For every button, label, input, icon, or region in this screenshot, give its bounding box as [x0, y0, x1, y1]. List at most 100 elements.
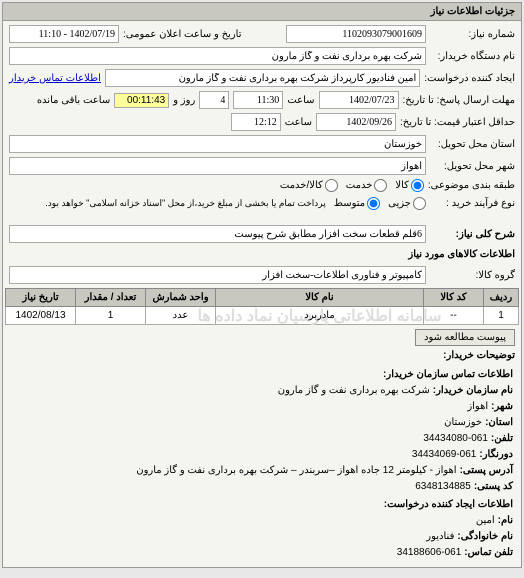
public-date-label: تاریخ و ساعت اعلان عمومی: — [123, 29, 242, 40]
info-family: نام خانوادگی:فنادیور — [11, 529, 513, 545]
panel-title: جزئیات اطلاعات نیاز — [3, 3, 521, 21]
cell-idx: 1 — [484, 307, 519, 325]
process-medium-option[interactable]: متوسط — [334, 197, 380, 210]
request-number-label: شماره نیاز: — [430, 29, 515, 40]
cell-name: مادربرد سامانه اطلاعاتی پارسیان نماد داد… — [216, 307, 424, 325]
response-time-input[interactable] — [233, 91, 283, 109]
info-province-value: خوزستان — [444, 415, 482, 431]
goods-group-input[interactable] — [9, 266, 426, 284]
info-org-value: شرکت بهره برداری نفت و گاز مارون — [278, 383, 430, 399]
info-fax-label: دورنگار: — [479, 447, 513, 463]
info-name-value: امین — [476, 513, 495, 529]
request-number-input[interactable] — [286, 25, 426, 43]
info-org: نام سازمان خریدار:شرکت بهره برداری نفت و… — [11, 383, 513, 399]
col-qty: تعداد / مقدار — [76, 289, 146, 307]
info-postal-value: 6348134885 — [415, 479, 471, 495]
info-contact-phone-label: تلفن تماس: — [464, 545, 513, 561]
category-label: طبقه بندی موضوعی: — [428, 180, 515, 191]
category-service-label: خدمت — [346, 180, 373, 191]
days-remaining-input[interactable] — [199, 91, 229, 109]
info-city-label: شهر: — [491, 399, 513, 415]
info-phone: تلفن:34434080-061 — [11, 431, 513, 447]
response-date-input[interactable] — [319, 91, 399, 109]
category-mixed-option[interactable]: کالا/خدمت — [280, 179, 338, 192]
cell-code: -- — [424, 307, 484, 325]
info-contact-phone-value: 34188606-061 — [397, 545, 462, 561]
days-label: روز و — [173, 95, 195, 106]
remaining-label: ساعت باقی مانده — [37, 95, 110, 106]
row-category: طبقه بندی موضوعی: کالا خدمت کالا/خدمت — [5, 177, 519, 194]
public-date-input[interactable] — [9, 25, 119, 43]
process-medium-radio[interactable] — [367, 197, 380, 210]
process-radio-group: جزیی متوسط — [334, 197, 426, 210]
category-service-option[interactable]: خدمت — [346, 179, 388, 192]
process-small-option[interactable]: جزیی — [388, 197, 426, 210]
row-process: نوع فرآیند خرید : جزیی متوسط پرداخت تمام… — [5, 194, 519, 213]
cell-name-text: مادربرد — [304, 310, 334, 321]
category-mixed-label: کالا/خدمت — [280, 180, 323, 191]
requester-section-title: اطلاعات ایجاد کننده درخواست: — [11, 497, 513, 513]
category-goods-radio[interactable] — [411, 179, 424, 192]
goods-group-label: گروه کالا: — [430, 270, 515, 281]
row-buyer-org: نام دستگاه خریدار: — [5, 45, 519, 67]
province-label: استان محل تحویل: — [430, 139, 515, 150]
category-mixed-radio[interactable] — [325, 179, 338, 192]
time-label-2: ساعت — [285, 117, 312, 128]
info-address: آدرس پستی:اهواز - کیلومتر 12 جاده اهواز … — [11, 463, 513, 479]
category-service-radio[interactable] — [374, 179, 387, 192]
notes-label: توضیحات خریدار: — [430, 350, 515, 361]
goods-section-title: اطلاعات کالاهای مورد نیاز — [5, 245, 519, 264]
province-input[interactable] — [9, 135, 426, 153]
col-name: نام کالا — [216, 289, 424, 307]
category-goods-option[interactable]: کالا — [395, 179, 424, 192]
row-notes: توضیحات خریدار: — [5, 348, 519, 363]
row-request-number: شماره نیاز: تاریخ و ساعت اعلان عمومی: — [5, 23, 519, 45]
row-response-deadline: مهلت ارسال پاسخ: تا تاریخ: ساعت روز و 00… — [5, 89, 519, 111]
info-address-label: آدرس پستی: — [460, 463, 513, 479]
col-row: ردیف — [484, 289, 519, 307]
goods-table: ردیف کد کالا نام کالا واحد شمارش تعداد /… — [5, 288, 519, 325]
process-description: پرداخت تمام یا بخشی از مبلغ خرید،از محل … — [41, 196, 329, 211]
cell-date: 1402/08/13 — [6, 307, 76, 325]
city-input[interactable] — [9, 157, 426, 175]
info-city: شهر:اهواز — [11, 399, 513, 415]
process-small-label: جزیی — [388, 198, 411, 209]
info-org-label: نام سازمان خریدار: — [433, 383, 513, 399]
buyer-org-label: نام دستگاه خریدار: — [430, 51, 515, 62]
process-medium-label: متوسط — [334, 198, 365, 209]
info-postal: کد پستی:6348134885 — [11, 479, 513, 495]
info-family-value: فنادیور — [426, 529, 454, 545]
row-validity: حداقل اعتبار قیمت: تا تاریخ: ساعت — [5, 111, 519, 133]
contact-info-block: اطلاعات تماس سازمان خریدار: نام سازمان خ… — [5, 363, 519, 565]
category-goods-label: کالا — [395, 180, 409, 191]
title-input[interactable] — [9, 225, 426, 243]
requester-input[interactable] — [105, 69, 420, 87]
row-attachment: پیوست مطالعه شود — [5, 325, 519, 348]
info-fax-value: 34434069-061 — [412, 447, 477, 463]
info-city-value: اهواز — [467, 399, 488, 415]
buyer-org-input[interactable] — [9, 47, 426, 65]
validity-date-input[interactable] — [316, 113, 396, 131]
info-phone-value: 34434080-061 — [423, 431, 488, 447]
info-family-label: نام خانوادگی: — [457, 529, 513, 545]
validity-time-input[interactable] — [231, 113, 281, 131]
time-label-1: ساعت — [287, 95, 314, 106]
attachment-button[interactable]: پیوست مطالعه شود — [415, 329, 515, 346]
table-header-row: ردیف کد کالا نام کالا واحد شمارش تعداد /… — [6, 289, 519, 307]
remaining-time-box: 00:11:43 — [114, 93, 169, 108]
process-label: نوع فرآیند خرید : — [430, 198, 515, 209]
row-goods-group: گروه کالا: — [5, 264, 519, 286]
table-row: 1 -- مادربرد سامانه اطلاعاتی پارسیان نما… — [6, 307, 519, 325]
process-small-radio[interactable] — [413, 197, 426, 210]
info-postal-label: کد پستی: — [474, 479, 513, 495]
cell-qty: 1 — [76, 307, 146, 325]
info-fax: دورنگار:34434069-061 — [11, 447, 513, 463]
row-title: شرح کلی نیاز: — [5, 223, 519, 245]
category-radio-group: کالا خدمت کالا/خدمت — [280, 179, 424, 192]
contact-link[interactable]: اطلاعات تماس خریدار — [9, 73, 101, 84]
title-label: شرح کلی نیاز: — [430, 229, 515, 240]
response-deadline-label: مهلت ارسال پاسخ: تا تاریخ: — [403, 95, 515, 106]
info-phone-label: تلفن: — [491, 431, 513, 447]
city-label: شهر محل تحویل: — [430, 161, 515, 172]
col-code: کد کالا — [424, 289, 484, 307]
